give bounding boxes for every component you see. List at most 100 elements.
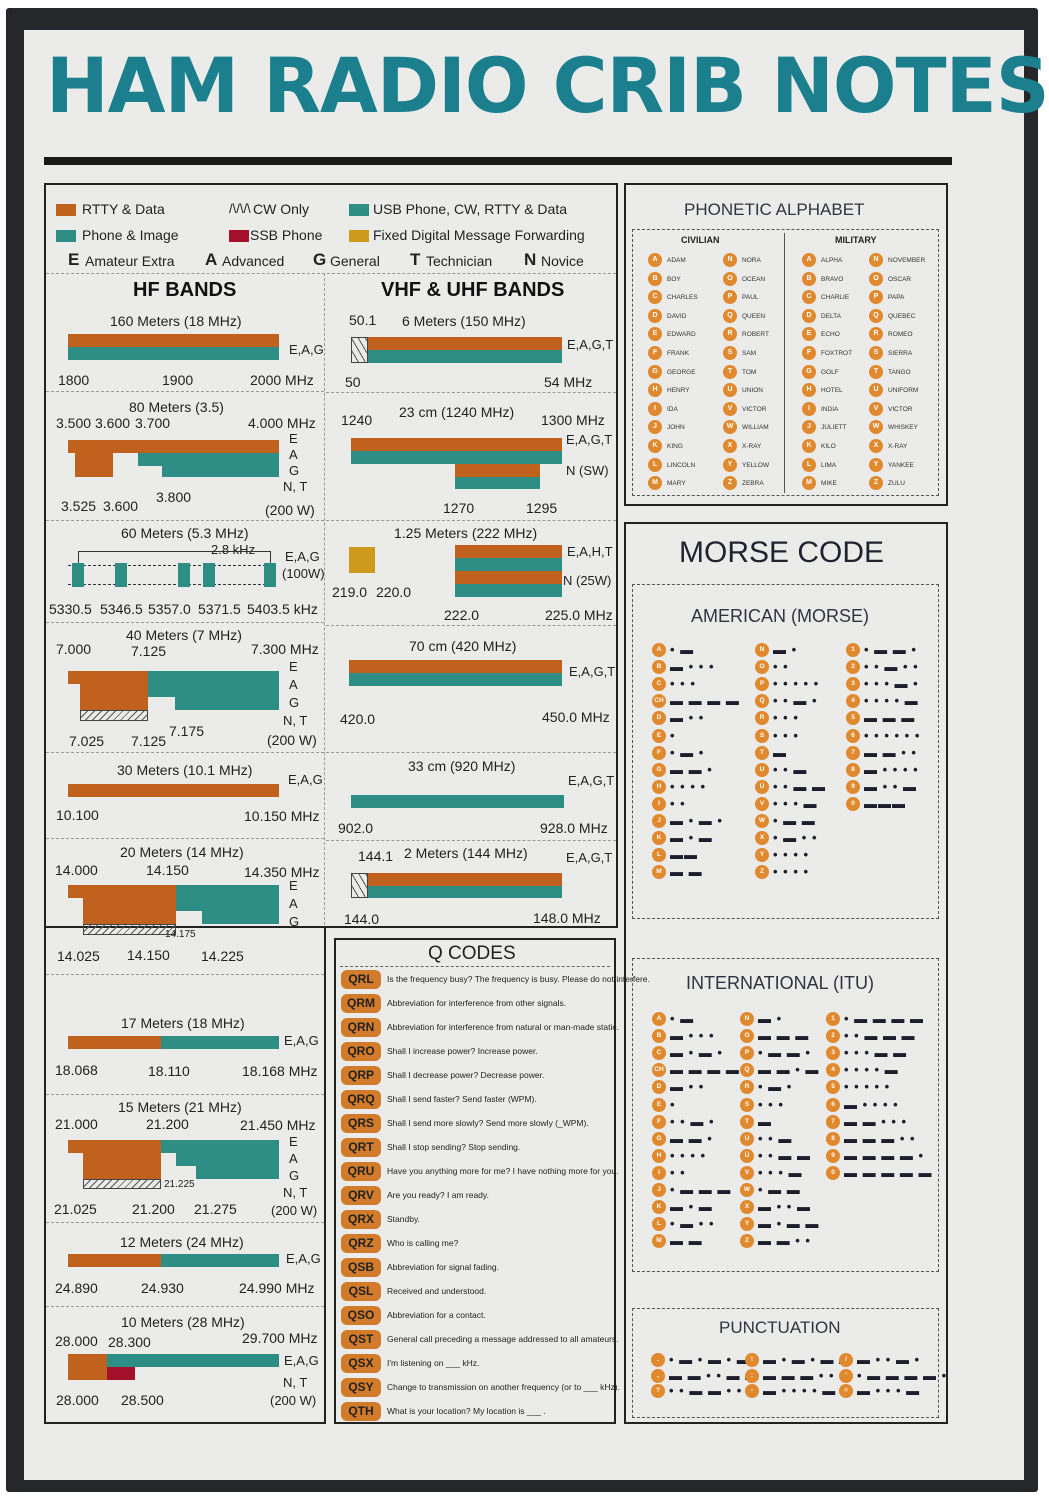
morse-letter: J [652, 1183, 666, 1197]
morse-letter: Q [740, 1063, 754, 1078]
phonetic-word: X-RAY [888, 443, 908, 450]
morse-letter: ! [745, 1353, 759, 1367]
phonetic-word: UNION [742, 387, 763, 395]
vhf-23cm-classes: E,A,G,T [566, 432, 613, 447]
band-40-b3: 7.175 [169, 723, 205, 739]
vhf-70cm-end: 450.0 MHz [542, 709, 610, 725]
morse-code: ▬ ▬ ▬ ▬ ▬ [844, 1164, 933, 1180]
vhf-125-bar-fixed [349, 547, 375, 573]
phonetic-word: BOY [667, 275, 681, 283]
phonetic-letter: U [869, 383, 883, 398]
separator [326, 840, 616, 841]
band-40-bar-g [80, 697, 148, 710]
phonetic-word: SIERRA [888, 350, 913, 357]
morse-code: ▬ • ▬ • [670, 813, 723, 828]
band-80-t3: 3.700 [135, 415, 171, 431]
separator [46, 1306, 324, 1307]
band-10-t3: 29.700 MHz [242, 1330, 318, 1346]
morse-letter: A [652, 643, 666, 657]
morse-heading: MORSE CODE [679, 536, 885, 569]
phonetic-letter: V [723, 401, 737, 416]
morse-letter: 8 [826, 1131, 840, 1146]
band-80-e: E [289, 431, 298, 446]
class-technician-letter: T [410, 250, 421, 269]
band-15-power: (200 W) [271, 1203, 318, 1218]
q-code-description: Abbreviation for interference from other… [387, 998, 567, 1008]
phonetic-word: YELLOW [742, 461, 770, 469]
q-code-badge: QST [341, 1330, 381, 1349]
band-60-channel-3 [178, 563, 190, 587]
separator [46, 974, 324, 975]
morse-code: ▬ ▬ ▬ • • • [763, 1367, 845, 1383]
phonetic-letter: W [869, 420, 883, 435]
vhf-70cm-start: 420.0 [340, 711, 376, 727]
phonetic-word: HOTEL [821, 387, 843, 395]
morse-letter: 7 [846, 745, 860, 760]
morse-code: ▬ [773, 744, 787, 760]
phonetic-letter: Y [869, 457, 883, 472]
band-12-classes: E,A,G [286, 1251, 321, 1266]
band-160-start: 1800 [58, 372, 90, 388]
band-80-t2: 3.600 [95, 415, 131, 431]
band-80-b2: 3.600 [103, 498, 139, 514]
band-60-f2: 5346.5 [100, 601, 143, 617]
morse-letter: P [755, 677, 769, 692]
phonetic-letter: L [648, 457, 662, 472]
morse-code: • • ▬ ▬ [773, 778, 826, 794]
separator [46, 1222, 324, 1223]
band-60-channel-1 [72, 563, 84, 587]
q-code-badge: QRO [341, 1042, 381, 1061]
morse-code: • ▬ ▬ • [758, 1045, 811, 1061]
phonetic-word: INDIA [821, 405, 839, 413]
band-15-t2: 21.200 [146, 1116, 189, 1132]
vhf-70cm-title: 70 cm (420 MHz) [409, 638, 517, 654]
band-10-classes: E,A,G [284, 1353, 319, 1368]
vhf-heading: VHF & UHF BANDS [381, 279, 565, 301]
vhf-6m-start: 50 [345, 374, 361, 390]
q-codes-heading: Q CODES [428, 943, 516, 964]
phonetic-panel [624, 183, 948, 506]
morse-letter: 4 [826, 1063, 840, 1078]
phonetic-letter: K [648, 439, 662, 453]
phonetic-letter: H [802, 383, 816, 398]
morse-code: • • [670, 1164, 686, 1180]
phonetic-word: GOLF [821, 368, 839, 376]
vhf-70cm-bar-phone [349, 673, 562, 686]
band-60-bracket [78, 551, 271, 563]
vhf-6m-title: 6 Meters (150 MHz) [402, 313, 526, 329]
q-code-badge: QSO [341, 1306, 381, 1325]
band-15-a: A [289, 1151, 298, 1166]
morse-code: • • ▬ • • [864, 659, 919, 675]
international-box [632, 958, 939, 1272]
phonetic-letter: C [802, 290, 816, 305]
band-40-bar-a [80, 684, 148, 697]
morse-letter: I [652, 796, 666, 811]
morse-letter: G [652, 762, 666, 777]
vhf-2m-end: 148.0 MHz [533, 910, 601, 926]
phonetic-word: JOHN [667, 424, 685, 432]
band-40-bar-e [68, 671, 148, 684]
morse-letter: 4 [846, 694, 860, 709]
band-160-classes: E,A,G [289, 342, 324, 357]
morse-letter: J [652, 814, 666, 828]
american-box [632, 584, 939, 919]
morse-letter: 9 [826, 1148, 840, 1163]
class-advanced: Advanced [222, 253, 285, 269]
morse-letter: D [652, 1080, 666, 1095]
phonetic-word: ROBERT [742, 331, 769, 339]
q-code-badge: QSB [341, 1258, 381, 1277]
vhf-125-title: 1.25 Meters (222 MHz) [394, 525, 538, 541]
separator [46, 1094, 324, 1095]
separator [46, 622, 324, 623]
band-12-title: 12 Meters (24 MHz) [120, 1234, 244, 1250]
legend-fixed-swatch [349, 230, 369, 242]
morse-letter: . [651, 1353, 665, 1367]
band-160-bar-phone [68, 347, 279, 360]
vhf-23cm-bar-phone [351, 451, 562, 464]
phonetic-word: PAPA [888, 294, 905, 302]
morse-code: ▬ • • [670, 1079, 705, 1095]
band-20-mid: 14.175 [165, 929, 196, 940]
phonetic-letter: L [802, 457, 816, 472]
phonetic-letter: R [869, 327, 883, 342]
phonetic-letter: E [648, 327, 662, 342]
